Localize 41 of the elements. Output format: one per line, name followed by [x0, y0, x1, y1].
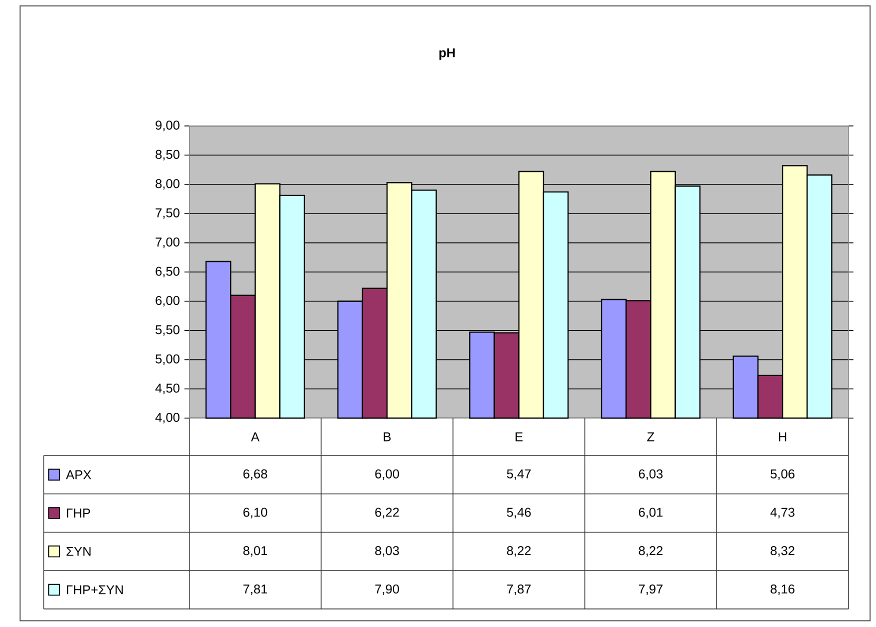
- legend-label: ΣΥΝ: [66, 547, 91, 556]
- data-label: 8,16: [770, 584, 794, 596]
- data-label: 6,01: [638, 508, 663, 518]
- y-tick-label: 5,00: [156, 354, 180, 366]
- chart-title: pH: [439, 48, 455, 60]
- data-label: 8,22: [638, 546, 663, 557]
- data-label: 5,06: [770, 470, 794, 480]
- data-label: 6,68: [243, 470, 268, 480]
- x-tick-label: Α: [251, 432, 260, 442]
- data-label: 5,46: [506, 508, 531, 518]
- data-label: 8,32: [770, 546, 794, 557]
- y-tick-label: 4,50: [155, 384, 180, 394]
- y-tick-label: 7,50: [156, 208, 180, 220]
- data-label: 6,10: [243, 508, 268, 518]
- data-label: 6,22: [375, 508, 399, 518]
- data-label: 6,03: [638, 470, 663, 480]
- data-label: 8,03: [375, 546, 399, 557]
- data-label: 7,87: [507, 584, 531, 596]
- y-tick-label: 8,50: [156, 150, 180, 161]
- data-label: 8,22: [507, 546, 531, 557]
- x-tick-label: Ε: [516, 432, 523, 442]
- y-tick-label: 5,50: [156, 325, 180, 336]
- y-tick-label: 8,00: [156, 179, 180, 190]
- x-tick-label: Β: [384, 432, 391, 442]
- data-label: 7,90: [375, 584, 400, 596]
- y-tick-label: 9,00: [156, 120, 180, 132]
- x-tick-label: Ζ: [647, 432, 654, 442]
- y-tick-label: 6,50: [156, 266, 180, 278]
- data-label: 7,81: [243, 584, 268, 596]
- y-tick-label: 7,00: [156, 238, 180, 248]
- data-label: 7,97: [638, 584, 663, 596]
- y-tick-label: 4,00: [155, 412, 180, 424]
- data-label: 4,73: [770, 508, 794, 518]
- legend-label: ΓΗΡ: [66, 508, 90, 518]
- y-tick-label: 6,00: [156, 296, 180, 307]
- data-label: 8,01: [243, 546, 268, 557]
- legend-label: ΓΗΡ+ΣΥΝ: [66, 586, 123, 594]
- x-tick-label: Η: [778, 432, 786, 442]
- data-label: 6,00: [375, 470, 400, 480]
- legend-label: ΑΡΧ: [66, 470, 92, 480]
- data-label: 5,47: [506, 470, 531, 480]
